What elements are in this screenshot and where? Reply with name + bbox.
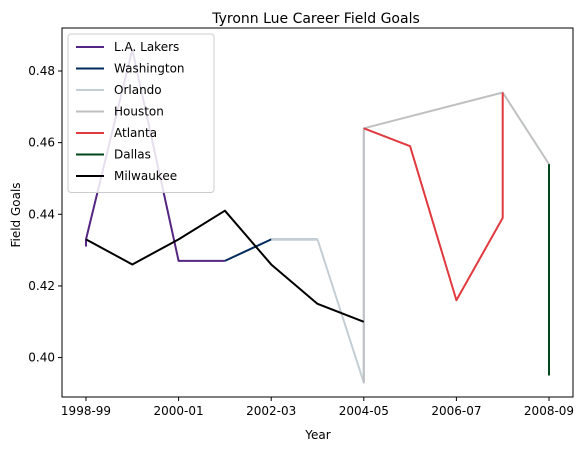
y-tick-label: 0.48 [28, 64, 55, 78]
x-axis-label: Year [304, 428, 330, 442]
legend-label: Orlando [114, 83, 162, 97]
series-line-orlando [271, 128, 365, 384]
legend-label: L.A. Lakers [114, 40, 179, 54]
series-line-atlanta [363, 92, 504, 302]
x-tick-label: 2004-05 [339, 404, 389, 418]
x-tick-label: 1998-99 [61, 404, 111, 418]
plot-frame [61, 27, 574, 398]
legend: L.A. Lakers Washington Orlando Houston Atlan… [67, 33, 215, 193]
x-tick-label: 2000-01 [154, 404, 204, 418]
series-line-houston [362, 91, 550, 383]
x-tick-label: 2008-09 [524, 404, 574, 418]
legend-label: Milwaukee [114, 169, 177, 183]
legend-label: Dallas [114, 148, 151, 162]
chart-title: Tyronn Lue Career Field Goals [211, 11, 420, 27]
x-axis: 1998-99 2000-01 2002-03 2004-05 2006-07 2008-… [61, 397, 574, 418]
y-tick-label: 0.42 [28, 279, 55, 293]
plot-area [85, 48, 550, 384]
y-axis-label: Field Goals [9, 182, 23, 247]
series-line-washington [224, 238, 318, 262]
series-line-milwaukee [85, 209, 365, 323]
legend-label: Atlanta [114, 126, 157, 140]
y-tick-label: 0.46 [28, 136, 55, 150]
legend-label: Houston [114, 105, 164, 119]
x-tick-label: 2006-07 [431, 404, 481, 418]
y-tick-label: 0.44 [28, 207, 55, 221]
y-axis: 0.40 0.42 0.44 0.46 0.48 [28, 64, 62, 365]
y-tick-label: 0.40 [28, 351, 55, 365]
legend-label: Washington [114, 62, 185, 76]
legend-box [67, 33, 215, 193]
x-tick-label: 2002-03 [246, 404, 296, 418]
